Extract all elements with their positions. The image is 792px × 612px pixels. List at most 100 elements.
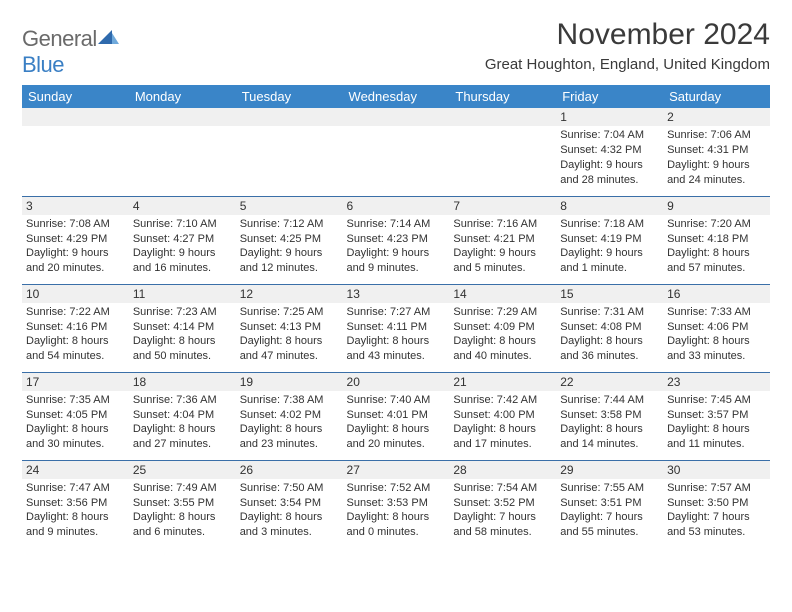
calendar-day-cell: 5Sunrise: 7:12 AMSunset: 4:25 PMDaylight…	[236, 196, 343, 284]
calendar-day-cell: 14Sunrise: 7:29 AMSunset: 4:09 PMDayligh…	[449, 284, 556, 372]
day-info-line: and 17 minutes.	[453, 437, 552, 452]
day-info-line: and 9 minutes.	[347, 261, 446, 276]
day-number: 7	[449, 197, 556, 215]
calendar-page: GeneralBlue November 2024 Great Houghton…	[0, 0, 792, 612]
day-header-row: Sunday Monday Tuesday Wednesday Thursday…	[22, 85, 770, 108]
day-info-line: Sunrise: 7:35 AM	[26, 393, 125, 408]
calendar-day-cell: 12Sunrise: 7:25 AMSunset: 4:13 PMDayligh…	[236, 284, 343, 372]
day-info-line: Daylight: 8 hours	[347, 422, 446, 437]
day-number: 18	[129, 373, 236, 391]
day-info-line: Sunset: 3:56 PM	[26, 496, 125, 511]
day-info-line: Sunset: 3:52 PM	[453, 496, 552, 511]
day-number: 5	[236, 197, 343, 215]
day-number: 2	[663, 108, 770, 126]
day-number: 24	[22, 461, 129, 479]
calendar-day-cell: 4Sunrise: 7:10 AMSunset: 4:27 PMDaylight…	[129, 196, 236, 284]
day-info-line: Sunrise: 7:04 AM	[560, 128, 659, 143]
calendar-day-cell: 17Sunrise: 7:35 AMSunset: 4:05 PMDayligh…	[22, 372, 129, 460]
day-number: 22	[556, 373, 663, 391]
day-number: 23	[663, 373, 770, 391]
day-info-line: Sunset: 3:57 PM	[667, 408, 766, 423]
day-info-line: Sunset: 4:02 PM	[240, 408, 339, 423]
day-info-line: Daylight: 8 hours	[560, 334, 659, 349]
day-info-line: and 50 minutes.	[133, 349, 232, 364]
day-info-line: Daylight: 8 hours	[667, 422, 766, 437]
day-info-line: Sunset: 4:09 PM	[453, 320, 552, 335]
day-info-line: Sunrise: 7:36 AM	[133, 393, 232, 408]
day-info-line: Daylight: 9 hours	[453, 246, 552, 261]
day-number: 6	[343, 197, 450, 215]
day-info-line: Sunrise: 7:25 AM	[240, 305, 339, 320]
day-info-line: and 47 minutes.	[240, 349, 339, 364]
day-info-line: Daylight: 8 hours	[667, 334, 766, 349]
calendar-day-cell: .	[449, 108, 556, 196]
calendar-day-cell: 28Sunrise: 7:54 AMSunset: 3:52 PMDayligh…	[449, 460, 556, 548]
day-info-line: Sunset: 4:14 PM	[133, 320, 232, 335]
day-info-line: Daylight: 7 hours	[560, 510, 659, 525]
day-info-line: Sunrise: 7:16 AM	[453, 217, 552, 232]
day-info-line: and 36 minutes.	[560, 349, 659, 364]
day-info-line: and 53 minutes.	[667, 525, 766, 540]
day-info-line: Sunrise: 7:38 AM	[240, 393, 339, 408]
day-number: 9	[663, 197, 770, 215]
day-info-line: and 43 minutes.	[347, 349, 446, 364]
day-info-line: and 14 minutes.	[560, 437, 659, 452]
day-info-line: and 5 minutes.	[453, 261, 552, 276]
day-info-line: and 20 minutes.	[26, 261, 125, 276]
calendar-day-cell: .	[22, 108, 129, 196]
day-info-line: and 9 minutes.	[26, 525, 125, 540]
day-info-line: and 27 minutes.	[133, 437, 232, 452]
day-number: 20	[343, 373, 450, 391]
day-number: .	[236, 108, 343, 126]
calendar-day-cell: 16Sunrise: 7:33 AMSunset: 4:06 PMDayligh…	[663, 284, 770, 372]
calendar-day-cell: 29Sunrise: 7:55 AMSunset: 3:51 PMDayligh…	[556, 460, 663, 548]
day-info-line: and 11 minutes.	[667, 437, 766, 452]
day-info-line: Sunset: 4:18 PM	[667, 232, 766, 247]
calendar-day-cell: 9Sunrise: 7:20 AMSunset: 4:18 PMDaylight…	[663, 196, 770, 284]
calendar-day-cell: 8Sunrise: 7:18 AMSunset: 4:19 PMDaylight…	[556, 196, 663, 284]
day-info-line: Sunrise: 7:20 AM	[667, 217, 766, 232]
day-info-line: and 40 minutes.	[453, 349, 552, 364]
day-info-line: Daylight: 8 hours	[560, 422, 659, 437]
day-info-line: Daylight: 8 hours	[133, 510, 232, 525]
calendar-day-cell: 11Sunrise: 7:23 AMSunset: 4:14 PMDayligh…	[129, 284, 236, 372]
logo-word2: Blue	[22, 52, 64, 77]
day-info-line: Daylight: 8 hours	[453, 422, 552, 437]
col-wednesday: Wednesday	[343, 85, 450, 108]
calendar-day-cell: 26Sunrise: 7:50 AMSunset: 3:54 PMDayligh…	[236, 460, 343, 548]
day-info-line: and 23 minutes.	[240, 437, 339, 452]
day-info-line: Sunrise: 7:54 AM	[453, 481, 552, 496]
day-info-line: Daylight: 9 hours	[133, 246, 232, 261]
logo-word1: General	[22, 26, 97, 51]
calendar-day-cell: 10Sunrise: 7:22 AMSunset: 4:16 PMDayligh…	[22, 284, 129, 372]
day-info-line: Sunset: 4:19 PM	[560, 232, 659, 247]
day-info-line: Daylight: 9 hours	[560, 246, 659, 261]
calendar-day-cell: 30Sunrise: 7:57 AMSunset: 3:50 PMDayligh…	[663, 460, 770, 548]
day-number: 29	[556, 461, 663, 479]
day-info-line: Sunrise: 7:40 AM	[347, 393, 446, 408]
day-info-line: Daylight: 9 hours	[667, 158, 766, 173]
calendar-body: .....1Sunrise: 7:04 AMSunset: 4:32 PMDay…	[22, 108, 770, 548]
day-info-line: Sunrise: 7:31 AM	[560, 305, 659, 320]
day-number: 27	[343, 461, 450, 479]
day-info-line: Sunset: 4:13 PM	[240, 320, 339, 335]
day-info-line: Sunrise: 7:45 AM	[667, 393, 766, 408]
day-info-line: Sunset: 4:31 PM	[667, 143, 766, 158]
day-info-line: Sunrise: 7:57 AM	[667, 481, 766, 496]
day-info-line: and 28 minutes.	[560, 173, 659, 188]
calendar-week-row: .....1Sunrise: 7:04 AMSunset: 4:32 PMDay…	[22, 108, 770, 196]
day-number: 25	[129, 461, 236, 479]
day-number: .	[343, 108, 450, 126]
day-info-line: Sunset: 4:04 PM	[133, 408, 232, 423]
day-info-line: Daylight: 8 hours	[347, 510, 446, 525]
day-info-line: and 58 minutes.	[453, 525, 552, 540]
day-info-line: and 20 minutes.	[347, 437, 446, 452]
calendar-day-cell: 27Sunrise: 7:52 AMSunset: 3:53 PMDayligh…	[343, 460, 450, 548]
calendar-day-cell: 24Sunrise: 7:47 AMSunset: 3:56 PMDayligh…	[22, 460, 129, 548]
logo-sail-icon	[98, 26, 120, 52]
day-number: 28	[449, 461, 556, 479]
day-info-line: and 33 minutes.	[667, 349, 766, 364]
calendar-day-cell: .	[236, 108, 343, 196]
day-info-line: Sunrise: 7:08 AM	[26, 217, 125, 232]
calendar-day-cell: 2Sunrise: 7:06 AMSunset: 4:31 PMDaylight…	[663, 108, 770, 196]
